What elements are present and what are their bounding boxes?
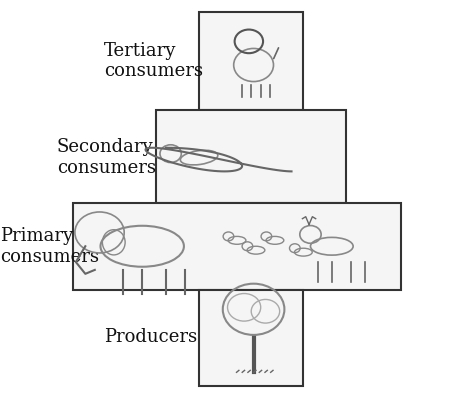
- Text: Tertiary
consumers: Tertiary consumers: [104, 42, 203, 80]
- FancyBboxPatch shape: [199, 12, 303, 110]
- Text: Producers: Producers: [104, 328, 197, 346]
- Text: Primary
consumers: Primary consumers: [0, 227, 99, 266]
- FancyBboxPatch shape: [156, 110, 346, 203]
- FancyBboxPatch shape: [73, 203, 401, 290]
- Text: Secondary
consumers: Secondary consumers: [57, 138, 156, 177]
- FancyBboxPatch shape: [199, 290, 303, 386]
